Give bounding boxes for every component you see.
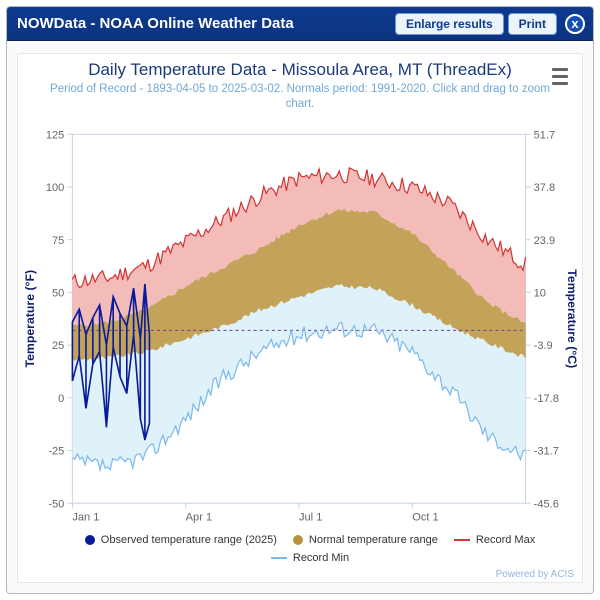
legend-record-max-label: Record Max	[476, 534, 535, 546]
y-left-axis: -50 -25 0 25 50 75 100 125	[46, 129, 73, 510]
chart-menu-icon[interactable]	[546, 64, 574, 88]
legend: Observed temperature range (2025) Normal…	[48, 534, 572, 564]
x-axis: Jan 1 Apr 1 Jul 1 Oct 1	[72, 503, 438, 523]
legend-normal: Normal temperature range	[293, 534, 438, 546]
svg-text:-3.9: -3.9	[534, 340, 553, 352]
plot-area[interactable]: -50 -25 0 25 50 75 100 125 -45.6 -31.7 -17.8 -3.9 1…	[18, 124, 582, 534]
svg-text:-31.7: -31.7	[534, 446, 559, 458]
y-left-title: Temperature (°F)	[23, 270, 37, 368]
print-button[interactable]: Print	[508, 13, 557, 35]
legend-observed-icon	[85, 535, 95, 545]
svg-text:Jul 1: Jul 1	[299, 512, 322, 524]
legend-record-min: Record Min	[271, 552, 349, 564]
y-right-title: Temperature (°C)	[565, 269, 579, 368]
svg-text:37.8: 37.8	[534, 182, 556, 194]
svg-text:Jan 1: Jan 1	[72, 512, 99, 524]
legend-observed: Observed temperature range (2025)	[85, 534, 277, 546]
svg-text:-17.8: -17.8	[534, 393, 559, 405]
svg-text:-50: -50	[48, 498, 64, 510]
chart-container: Daily Temperature Data - Missoula Area, …	[17, 53, 583, 583]
weather-panel: NOWData - NOAA Online Weather Data Enlar…	[6, 6, 594, 594]
legend-record-max: Record Max	[454, 534, 535, 546]
legend-normal-label: Normal temperature range	[309, 534, 438, 546]
svg-text:Oct 1: Oct 1	[412, 512, 438, 524]
svg-text:10: 10	[534, 287, 546, 299]
legend-record-max-icon	[454, 539, 470, 541]
svg-text:51.7: 51.7	[534, 129, 556, 141]
close-icon[interactable]: x	[565, 14, 585, 34]
chart-subtitle: Period of Record - 1893-04-05 to 2025-03…	[38, 82, 562, 112]
chart-title: Daily Temperature Data - Missoula Area, …	[18, 60, 582, 80]
window-title: NOWData - NOAA Online Weather Data	[17, 15, 391, 32]
svg-text:75: 75	[52, 235, 64, 247]
svg-text:50: 50	[52, 287, 64, 299]
svg-text:-45.6: -45.6	[534, 498, 559, 510]
enlarge-button[interactable]: Enlarge results	[395, 13, 504, 35]
titlebar: NOWData - NOAA Online Weather Data Enlar…	[7, 7, 593, 41]
legend-record-min-icon	[271, 557, 287, 559]
y-right-axis: -45.6 -31.7 -17.8 -3.9 10 23.9 37.8 51.7	[526, 129, 559, 510]
powered-by[interactable]: Powered by ACIS	[496, 569, 574, 580]
svg-text:-25: -25	[48, 446, 64, 458]
legend-normal-icon	[293, 535, 303, 545]
svg-text:0: 0	[58, 393, 64, 405]
svg-text:23.9: 23.9	[534, 235, 556, 247]
svg-text:Apr 1: Apr 1	[186, 512, 212, 524]
svg-text:100: 100	[46, 182, 64, 194]
temperature-chart[interactable]: -50 -25 0 25 50 75 100 125 -45.6 -31.7 -17.8 -3.9 1…	[18, 124, 582, 534]
legend-record-min-label: Record Min	[293, 552, 349, 564]
svg-text:125: 125	[46, 129, 64, 141]
legend-observed-label: Observed temperature range (2025)	[101, 534, 277, 546]
svg-text:25: 25	[52, 340, 64, 352]
